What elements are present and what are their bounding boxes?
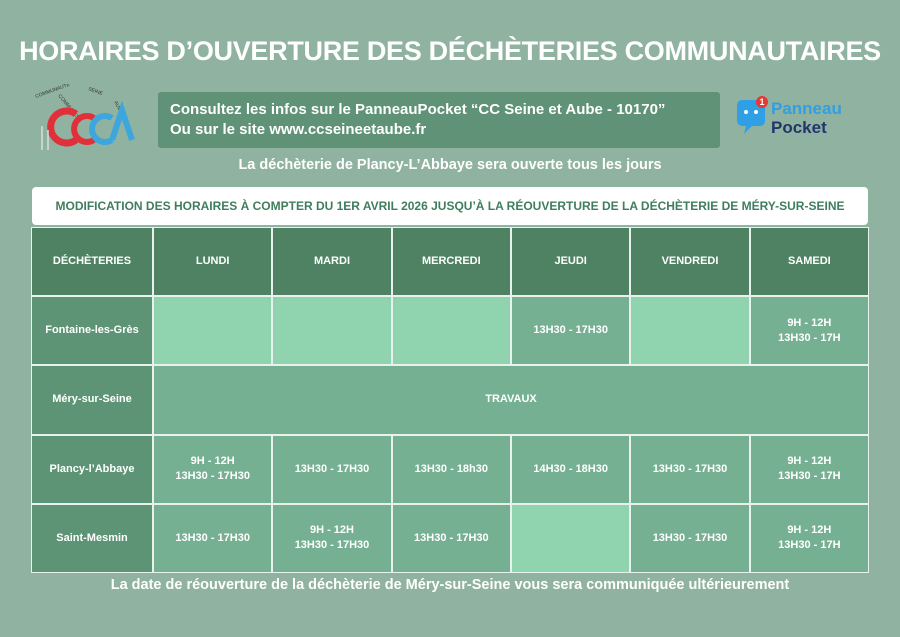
schedule-cell xyxy=(273,297,391,365)
schedule-cell: 13H30 - 17H30 xyxy=(512,297,630,365)
time-line: 9H - 12H xyxy=(787,524,832,537)
header-cell: MERCREDI xyxy=(392,228,510,296)
time-line: 13H30 - 18h30 xyxy=(414,462,489,475)
schedule-cell: 13H30 - 17H30 xyxy=(631,504,749,572)
table-caption: MODIFICATION DES HORAIRES À COMPTER DU 1… xyxy=(32,187,868,225)
time-line: 13H30 - 17H30 xyxy=(175,470,250,483)
header-cell: JEUDI xyxy=(512,228,630,296)
header-cell: MARDI xyxy=(273,228,391,296)
schedule-cell xyxy=(512,504,630,572)
row-label: Méry-sur-Seine xyxy=(32,366,152,434)
brand: Pocket xyxy=(771,118,827,137)
time-line: 9H - 12H xyxy=(190,455,235,468)
schedule-table: DÉCHÈTERIES LUNDI MARDI MERCREDI JEUDI VENDRE… xyxy=(31,227,869,573)
time-line: 13H30 - 17H xyxy=(778,331,841,344)
logo-text: COMMUNES xyxy=(56,93,80,120)
row-label: Saint-Mesmin xyxy=(32,504,152,572)
schedule-cell: 9H - 12H 13H30 - 17H xyxy=(750,504,868,572)
time-line: 13H30 - 17H30 xyxy=(294,462,370,475)
schedule-cell: 13H30 - 17H30 xyxy=(154,504,272,572)
schedule-cell: 9H - 12H 13H30 - 17H xyxy=(750,435,868,503)
schedule-cell: 14H30 - 18H30 xyxy=(512,435,630,503)
logo: COMMUNAUTÉ COMMUNES SEINE AUBE xyxy=(34,84,135,150)
schedule-cell: 13H30 - 17H30 xyxy=(631,435,749,503)
time-line: 13H30 - 17H30 xyxy=(414,531,489,544)
notice: La déchèterie de Plancy-L’Abbaye sera ou… xyxy=(238,157,662,173)
footer: La date de réouverture de la déchèterie … xyxy=(110,577,790,593)
info-line: Ou sur le site www.ccseineetaube.fr xyxy=(170,121,427,138)
time-line: 13H30 - 17H xyxy=(778,470,841,483)
title: HORAIRES D’OUVERTURE DES DÉCHÈTERIES COM… xyxy=(19,36,881,66)
time-line: 14H30 - 18H30 xyxy=(533,462,608,475)
header-cell: DÉCHÈTERIES xyxy=(32,228,152,296)
schedule-cell: 9H - 12H 13H30 - 17H30 xyxy=(154,435,272,503)
row-label: Plancy-l’Abbaye xyxy=(32,435,152,503)
badge: 1 xyxy=(759,97,764,107)
time-line: 9H - 12H xyxy=(787,316,832,329)
schedule-cell xyxy=(392,297,510,365)
schedule-cell xyxy=(631,297,749,365)
header-cell: LUNDI xyxy=(154,228,272,296)
time-line: TRAVAUX xyxy=(485,393,537,406)
info-line: Consultez les infos sur le PanneauPocket… xyxy=(170,101,666,118)
schedule-cell: 13H30 - 17H30 xyxy=(273,435,391,503)
schedule-cell: 9H - 12H 13H30 - 17H30 xyxy=(273,504,391,572)
time-line: 9H - 12H xyxy=(309,524,354,537)
row-label: Fontaine-les-Grès xyxy=(32,297,152,365)
brand: Panneau xyxy=(771,99,842,118)
schedule-cell: 13H30 - 17H30 xyxy=(392,504,510,572)
schedule-cell xyxy=(154,297,272,365)
time-line: 13H30 - 17H30 xyxy=(175,531,250,544)
time-line: 13H30 - 17H30 xyxy=(652,462,728,475)
logo-text: COMMUNAUTÉ xyxy=(34,84,71,100)
time-line: 13H30 - 17H30 xyxy=(294,539,370,552)
time-line: 13H30 - 17H xyxy=(778,539,841,552)
header-cell: SAMEDI xyxy=(750,228,868,296)
schedule-cell: TRAVAUX xyxy=(154,366,868,434)
time-line: 9H - 12H xyxy=(787,455,832,468)
header-cell: VENDREDI xyxy=(631,228,749,296)
schedule-cell: 13H30 - 18h30 xyxy=(392,435,510,503)
time-line: 13H30 - 17H30 xyxy=(533,324,608,337)
logo-text: SEINE xyxy=(87,86,104,97)
panneaupocket-logo: 1 Panneau Pocket xyxy=(737,96,842,137)
time-line: 13H30 - 17H30 xyxy=(652,531,728,544)
schedule-cell: 9H - 12H 13H30 - 17H xyxy=(750,297,868,365)
info-box: Consultez les infos sur le PanneauPocket… xyxy=(158,92,720,148)
